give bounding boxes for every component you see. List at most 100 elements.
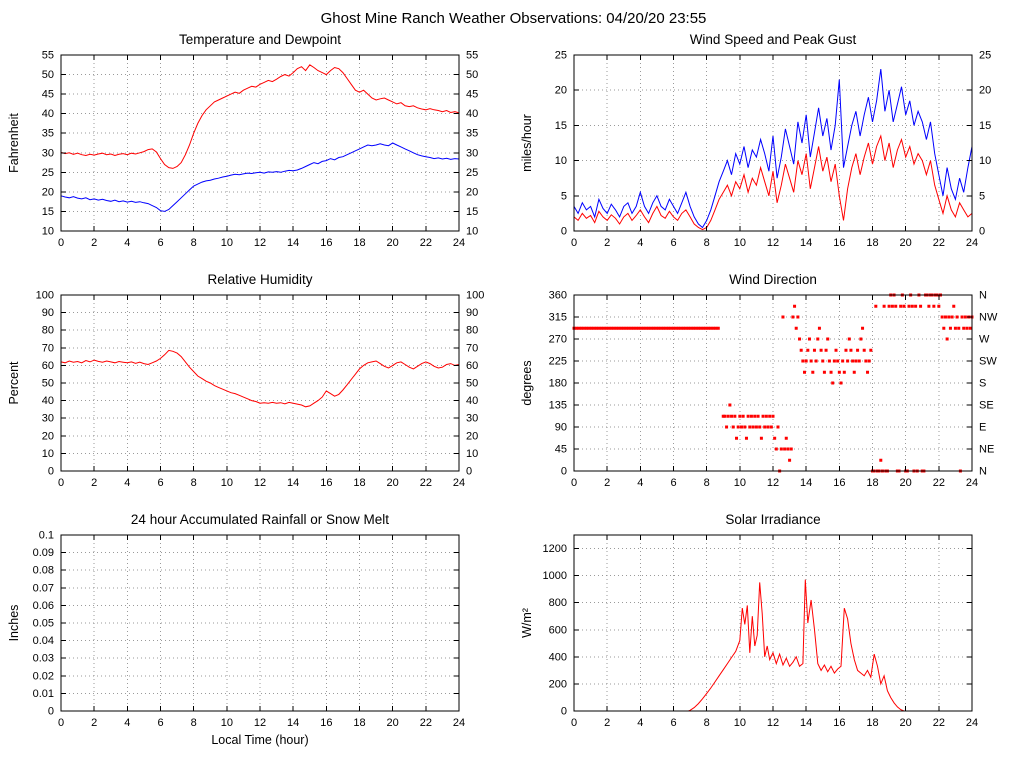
series-wind-direction-point [779, 447, 783, 451]
series-wind-direction-point [672, 326, 675, 330]
y-tick-label: 225 [549, 356, 567, 368]
chart-temperature-dewpoint: 0 2 4 6 8 10 12 14 16 18 20 22 24 10 10 15 15 20 20 25 25 30 3… [4, 31, 509, 267]
x-tick-label: 20 [900, 237, 912, 249]
y-axis-label: Fahrenheit [7, 113, 21, 173]
series-wind-direction-point [862, 348, 866, 352]
x-tick-label: 0 [58, 237, 64, 249]
series-wind-direction-point [809, 359, 813, 363]
x-tick-label: 12 [767, 717, 779, 729]
x-tick-label: 10 [734, 717, 746, 729]
chart-title: Temperature and Dewpoint [179, 32, 341, 47]
series-wind-direction-point [753, 414, 757, 418]
y-tick-label: 800 [549, 597, 567, 609]
x-tick-label: 16 [320, 237, 332, 249]
x-tick-label: 10 [734, 477, 746, 489]
series-wind-direction-point [950, 315, 954, 319]
x-tick-label: 14 [800, 717, 812, 729]
series-wind-direction-point [798, 337, 802, 341]
y-tick-label-right: 30 [466, 147, 478, 159]
x-tick-label: 24 [966, 717, 978, 729]
series-wind-direction-point [952, 304, 956, 308]
y-tick-label: 70 [42, 342, 54, 354]
series-wind-direction-point [627, 326, 631, 330]
x-tick-label: 24 [453, 717, 465, 729]
series-wind-direction-point [674, 326, 678, 330]
y-tick-label: 270 [549, 334, 567, 346]
series-wind-direction-point [849, 348, 853, 352]
series-wind-direction-point [793, 304, 797, 308]
series-wind-direction-point [749, 414, 753, 418]
x-tick-label: 10 [221, 477, 233, 489]
y-tick-label-right: 45 [466, 89, 478, 101]
series-dewpoint-line [60, 142, 460, 212]
series-wind-direction-point [861, 326, 865, 330]
y-tick-label: 40 [42, 395, 54, 407]
series-wind-direction-point [948, 326, 952, 330]
series-wind-direction-point [814, 359, 818, 363]
series-wind-direction-point [731, 425, 735, 429]
x-tick-label: 10 [221, 717, 233, 729]
x-tick-label: 8 [704, 717, 710, 729]
series-wind-direction-point [706, 326, 710, 330]
y-tick-label: 10 [42, 448, 54, 460]
series-wind-direction-point [887, 304, 891, 308]
y-tick-label-right: 15 [979, 120, 991, 132]
y-tick-label: 0.05 [33, 618, 54, 630]
series-wind-direction-point [644, 326, 648, 330]
y-tick-label-right: 25 [979, 50, 991, 62]
x-tick-label: 24 [453, 477, 465, 489]
x-tick-label: 2 [604, 477, 610, 489]
y-tick-label: 80 [42, 325, 54, 337]
x-tick-label: 22 [933, 477, 945, 489]
series-wind-direction-point [723, 414, 727, 418]
series-wind-direction-point [597, 326, 601, 330]
series-wind-direction-point [968, 326, 972, 330]
x-tick-label: 2 [91, 237, 97, 249]
series-wind-direction-point [659, 326, 663, 330]
solar-irradiance-plot: 0 2 4 6 8 10 12 14 16 18 20 22 240200400600800100012… [520, 512, 978, 729]
series-wind-direction-point [890, 304, 894, 308]
series-wind-direction-point [806, 348, 810, 352]
series-wind-direction-point [854, 359, 858, 363]
series-wind-direction-point [614, 326, 618, 330]
y-tick-label: 0 [48, 466, 54, 478]
series-wind-direction-point [736, 425, 740, 429]
series-wind-direction-point [579, 326, 583, 330]
x-tick-label: 12 [767, 237, 779, 249]
series-wind-direction-point [619, 326, 623, 330]
x-tick-label: 4 [124, 477, 130, 489]
x-tick-label: 22 [420, 237, 432, 249]
series-wind-direction-point [864, 359, 868, 363]
series-wind-direction-point [771, 414, 775, 418]
x-tick-label: 20 [387, 717, 399, 729]
y-tick-label-right: 55 [466, 50, 478, 62]
x-tick-label: 20 [387, 477, 399, 489]
x-tick-label: 8 [704, 477, 710, 489]
series-wind-direction-point [867, 359, 871, 363]
chart-title: 24 hour Accumulated Rainfall or Snow Mel… [131, 512, 389, 527]
x-tick-label: 2 [91, 717, 97, 729]
series-wind-direction-point [739, 425, 743, 429]
series-wind-direction-point [894, 304, 898, 308]
y-tick-label: 20 [42, 430, 54, 442]
x-tick-label: 4 [637, 477, 643, 489]
x-tick-label: 14 [287, 237, 299, 249]
series-wind-direction-point [907, 304, 911, 308]
y-tick-label: 20 [42, 186, 54, 198]
series-wind-direction-point [836, 359, 840, 363]
x-tick-label: 16 [320, 477, 332, 489]
y-tick-label: 55 [42, 50, 54, 62]
series-wind-direction-point [587, 326, 591, 330]
y-tick-label: 200 [549, 678, 567, 690]
series-wind-direction-point [776, 425, 780, 429]
x-tick-label: 6 [157, 717, 163, 729]
series-wind-direction-point [826, 337, 830, 341]
charts-grid: 0 2 4 6 8 10 12 14 16 18 20 22 24 10 10 15 15 20 20 25 25 30 3… [0, 31, 1027, 747]
y-axis-label: Percent [7, 361, 21, 405]
y-tick-label-right: 35 [466, 128, 478, 140]
series-wind-direction-point [662, 326, 666, 330]
series-wind-direction-point [748, 425, 752, 429]
y-tick-label-right: 10 [979, 155, 991, 167]
y-tick-label: 135 [549, 400, 567, 412]
x-tick-label: 14 [800, 237, 812, 249]
